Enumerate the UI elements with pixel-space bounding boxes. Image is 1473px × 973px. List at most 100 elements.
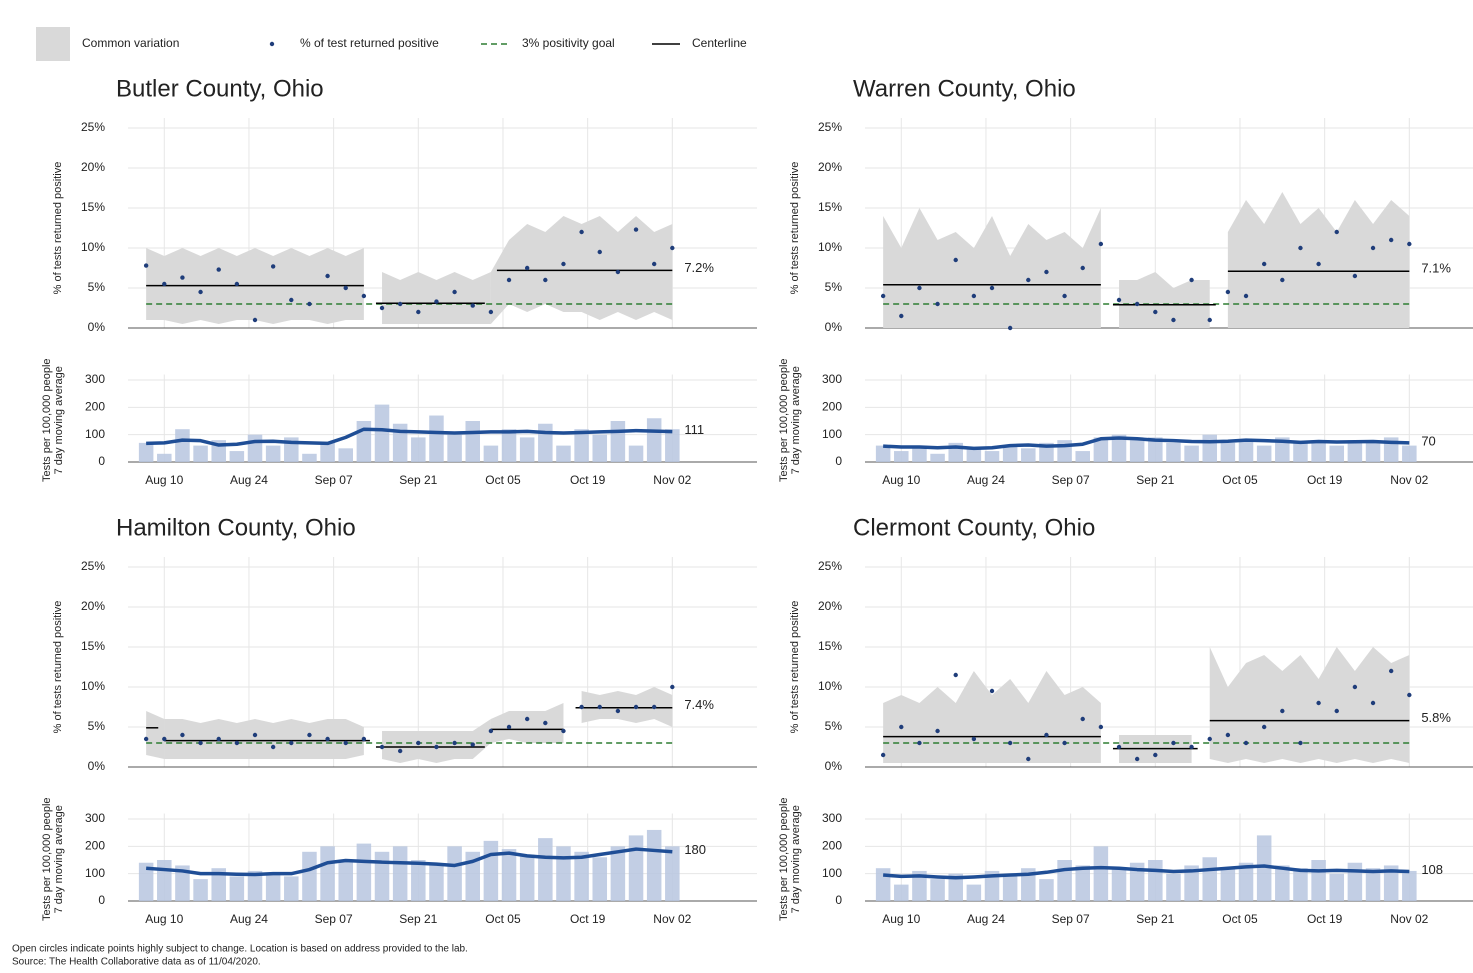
positivity-point bbox=[524, 716, 530, 722]
test-bar bbox=[229, 451, 245, 462]
positivity-point bbox=[561, 261, 566, 267]
positivity-point bbox=[917, 285, 922, 291]
positivity-point bbox=[434, 744, 439, 750]
positivity-point bbox=[1080, 265, 1085, 271]
positivity-point bbox=[633, 704, 639, 710]
x-tick-label: Oct 05 bbox=[485, 473, 521, 487]
positivity-point bbox=[1080, 716, 1085, 722]
positivity-point bbox=[506, 724, 512, 730]
positivity-point bbox=[289, 297, 294, 303]
test-bar bbox=[875, 868, 891, 901]
variation-band bbox=[382, 719, 491, 763]
x-tick-label: Aug 10 bbox=[882, 473, 920, 487]
positivity-point bbox=[252, 732, 258, 738]
test-bar bbox=[966, 884, 982, 901]
test-bar bbox=[1057, 440, 1072, 462]
positivity-point bbox=[543, 277, 548, 283]
legend-swatch-point bbox=[269, 41, 275, 47]
y-tick-label: 300 bbox=[822, 372, 842, 386]
test-bar bbox=[538, 423, 553, 462]
y-tick-label: 10% bbox=[818, 679, 842, 693]
y-tick-label: 25% bbox=[818, 559, 842, 573]
x-tick-label: Sep 21 bbox=[399, 473, 437, 487]
test-bar bbox=[1311, 440, 1326, 462]
centerline-label: 7.2% bbox=[684, 260, 714, 275]
positivity-point bbox=[162, 736, 167, 742]
positivity-point bbox=[1134, 756, 1140, 762]
x-tick-label: Aug 24 bbox=[967, 473, 1005, 487]
test-bar bbox=[556, 445, 571, 462]
y-tick-label: 20% bbox=[818, 599, 842, 613]
test-bar bbox=[1111, 434, 1127, 462]
y-tick-label: 10% bbox=[818, 240, 842, 254]
test-bar bbox=[465, 851, 480, 901]
test-bar bbox=[265, 445, 281, 462]
average-line bbox=[146, 427, 673, 447]
positivity-point bbox=[1207, 736, 1212, 742]
test-bar bbox=[338, 448, 353, 462]
positivity-point bbox=[1044, 269, 1049, 275]
positivity-point bbox=[1171, 740, 1176, 746]
positivity-point bbox=[452, 289, 457, 295]
y-axis-title: 7 day moving average bbox=[53, 366, 65, 474]
y-tick-label: 0 bbox=[98, 893, 105, 907]
y-axis-title: % of tests returned positive bbox=[789, 162, 801, 295]
positivity-point bbox=[162, 281, 167, 287]
positivity-point bbox=[361, 293, 367, 299]
positivity-point bbox=[579, 229, 584, 235]
test-bar bbox=[1220, 442, 1236, 462]
positivity-point bbox=[289, 740, 294, 746]
test-bar bbox=[1166, 873, 1181, 901]
test-bar bbox=[175, 865, 190, 901]
positivity-point bbox=[216, 736, 221, 742]
legend-swatch-band bbox=[36, 27, 70, 61]
panel-title: Warren County, Ohio bbox=[853, 75, 1076, 102]
y-tick-label: 20% bbox=[81, 160, 105, 174]
y-axis-title: % of tests returned positive bbox=[789, 601, 801, 734]
positivity-point bbox=[361, 736, 367, 742]
variation-band bbox=[1227, 192, 1410, 328]
test-bar bbox=[392, 846, 408, 901]
x-tick-label: Nov 02 bbox=[1390, 912, 1428, 926]
test-bar bbox=[966, 448, 982, 462]
test-bar bbox=[948, 873, 963, 901]
positivity-point bbox=[1261, 261, 1267, 267]
positivity-point bbox=[1207, 317, 1212, 323]
y-tick-label: 0 bbox=[835, 893, 842, 907]
test-bar bbox=[356, 843, 372, 901]
test-bar bbox=[610, 421, 626, 462]
positivity-point bbox=[543, 720, 548, 726]
variation-band bbox=[581, 687, 673, 727]
panel-title: Clermont County, Ohio bbox=[853, 514, 1095, 541]
positivity-point bbox=[416, 740, 421, 746]
test-bar bbox=[1202, 857, 1217, 901]
x-tick-label: Aug 10 bbox=[145, 473, 183, 487]
test-bar bbox=[1111, 868, 1127, 901]
positivity-point bbox=[935, 728, 940, 734]
test-bar bbox=[1129, 862, 1145, 901]
x-tick-label: Sep 07 bbox=[315, 473, 353, 487]
positivity-point bbox=[670, 245, 675, 251]
test-bar bbox=[646, 418, 662, 462]
x-tick-label: Sep 21 bbox=[399, 912, 437, 926]
positivity-point bbox=[651, 261, 657, 267]
positivity-point bbox=[1098, 241, 1104, 247]
panel: Clermont County, Ohio Aug 10 Aug 24 Sep 07 S… bbox=[778, 514, 1473, 926]
positivity-point bbox=[524, 265, 530, 271]
positivity-point bbox=[1007, 325, 1013, 331]
positivity-point bbox=[1388, 668, 1394, 674]
x-tick-label: Aug 24 bbox=[230, 473, 268, 487]
test-bar bbox=[646, 829, 662, 901]
test-bar bbox=[610, 846, 626, 901]
y-tick-label: 0% bbox=[88, 320, 106, 334]
positivity-point bbox=[1116, 297, 1122, 303]
test-bar bbox=[138, 442, 154, 462]
test-bar bbox=[628, 445, 644, 462]
positivity-point bbox=[1116, 744, 1122, 750]
x-tick-label: Oct 19 bbox=[1307, 912, 1343, 926]
positivity-point bbox=[971, 736, 977, 742]
x-tick-label: Aug 10 bbox=[882, 912, 920, 926]
positivity-point bbox=[1044, 732, 1049, 738]
positivity-point bbox=[216, 267, 221, 272]
